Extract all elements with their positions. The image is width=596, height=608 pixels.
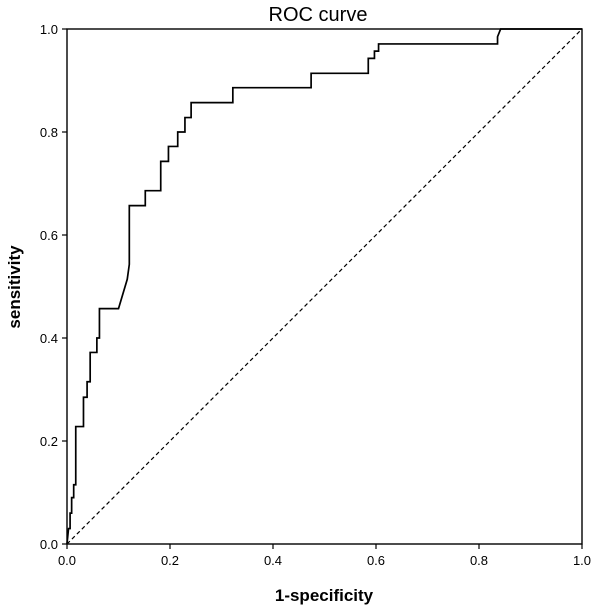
- y-tick-label: 0.4: [40, 331, 58, 346]
- y-axis: 0.0 0.2 0.4 0.6 0.8 1.0: [40, 22, 67, 552]
- y-tick-label: 1.0: [40, 22, 58, 37]
- x-tick-label: 0.2: [161, 553, 179, 568]
- y-tick-label: 0.2: [40, 434, 58, 449]
- x-axis-label: 1-specificity: [275, 586, 374, 605]
- x-tick-label: 1.0: [573, 553, 591, 568]
- x-tick-label: 0.4: [264, 553, 282, 568]
- chart-title: ROC curve: [269, 4, 368, 26]
- y-tick-label: 0.0: [40, 537, 58, 552]
- y-tick-label: 0.8: [40, 125, 58, 140]
- plot-frame: [66, 28, 583, 545]
- x-tick-label: 0.8: [470, 553, 488, 568]
- x-tick-label: 0.0: [58, 553, 76, 568]
- roc-curve-line: [66, 28, 582, 545]
- y-tick-label: 0.6: [40, 228, 58, 243]
- x-tick-label: 0.6: [367, 553, 385, 568]
- y-axis-label: sensitivity: [5, 245, 24, 329]
- reference-diagonal-line: [66, 28, 583, 545]
- x-axis: 0.0 0.2 0.4 0.6 0.8 1.0: [58, 544, 591, 568]
